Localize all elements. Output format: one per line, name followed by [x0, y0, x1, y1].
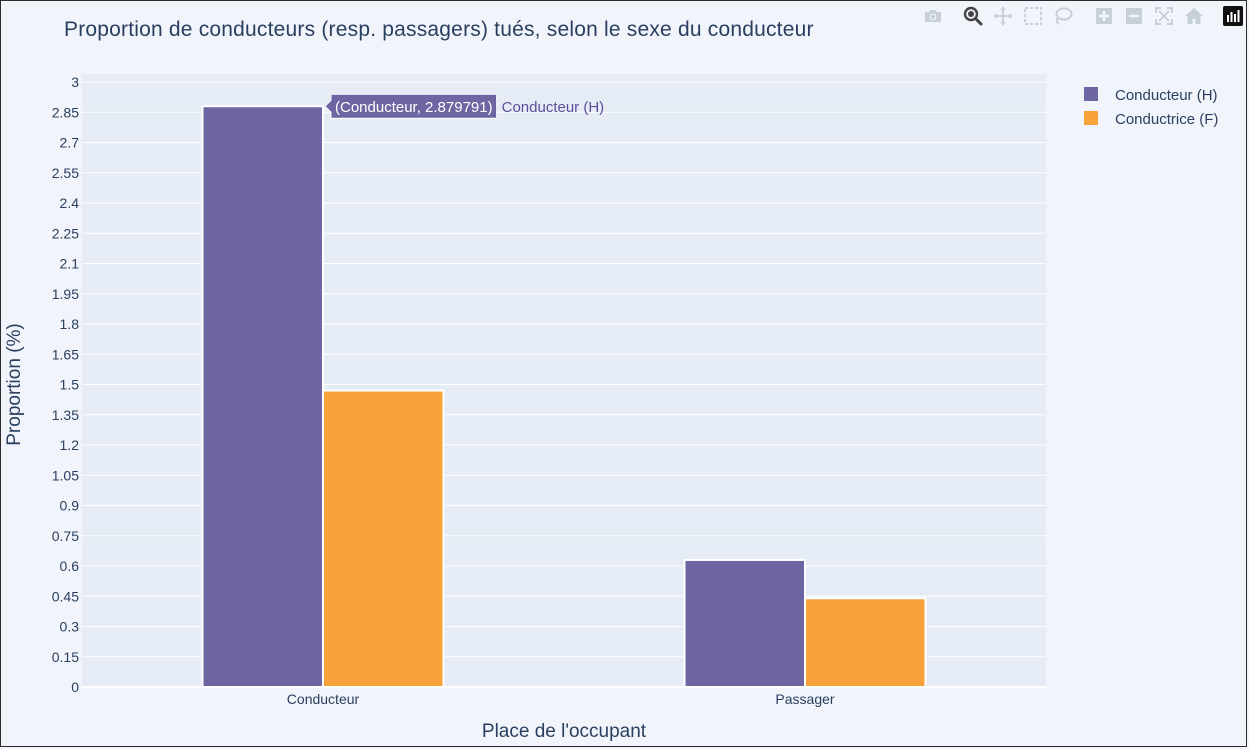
legend-label[interactable]: Conductrice (F): [1115, 111, 1218, 128]
box-select-icon: [1024, 7, 1042, 25]
camera-icon: [925, 10, 941, 22]
legend: Conducteur (H) Conductrice (F): [1084, 87, 1218, 128]
x-tick-label: Passager: [775, 691, 834, 707]
zoom-in-icon: [1096, 8, 1112, 24]
x-axis-ticks: Conducteur Passager: [287, 691, 835, 707]
hover-box: [324, 93, 498, 119]
bar-0-0[interactable]: [201, 105, 324, 689]
y-tick-label: 1.05: [52, 467, 79, 483]
legend-label[interactable]: Conducteur (H): [1115, 87, 1218, 104]
y-tick-label: 1.8: [60, 316, 80, 332]
y-tick-label: 1.35: [52, 407, 79, 423]
y-tick-label: 1.95: [52, 286, 79, 302]
zoom-icon: [963, 6, 983, 26]
hover-value: (Conducteur, 2.879791): [335, 99, 493, 116]
zoom-button[interactable]: [962, 6, 984, 26]
y-tick-label: 1.2: [60, 437, 80, 453]
plotly-logo-button[interactable]: [1222, 6, 1244, 26]
lasso-select-icon: [1055, 7, 1073, 25]
y-axis-title: Proportion (%): [4, 323, 25, 446]
reset-axes-button[interactable]: [1183, 6, 1205, 26]
reset-axes-icon: [1185, 8, 1203, 24]
zoom-in-button[interactable]: [1093, 6, 1115, 26]
y-tick-label: 2.85: [52, 104, 79, 120]
y-tick-label: 2.55: [52, 165, 79, 181]
y-tick-label: 0: [71, 679, 79, 695]
autoscale-icon: [1155, 7, 1173, 25]
y-tick-label: 1.65: [52, 346, 79, 362]
chart-title: Proportion de conducteurs (resp. passage…: [64, 18, 814, 41]
y-tick-label: 2.4: [60, 195, 80, 211]
y-tick-label: 2.25: [52, 225, 79, 241]
y-tick-label: 0.45: [52, 588, 79, 604]
autoscale-button[interactable]: [1153, 6, 1175, 26]
y-tick-label: 0.9: [60, 498, 80, 514]
y-tick-label: 0.75: [52, 528, 79, 544]
y-tick-label: 3: [71, 74, 79, 90]
bar-1-1[interactable]: [804, 597, 927, 688]
y-tick-label: 0.6: [60, 558, 80, 574]
box-select-button[interactable]: [1022, 6, 1044, 26]
legend-swatch[interactable]: [1084, 111, 1098, 125]
y-tick-label: 2.7: [60, 135, 80, 151]
camera-button[interactable]: [922, 6, 944, 26]
y-tick-label: 1.5: [60, 377, 80, 393]
bar-0-1[interactable]: [683, 558, 806, 689]
bars: [201, 105, 927, 689]
lasso-select-button[interactable]: [1052, 6, 1074, 26]
zoom-out-icon: [1126, 8, 1142, 24]
legend-swatch[interactable]: [1084, 87, 1098, 101]
y-tick-label: 2.1: [60, 256, 80, 272]
x-tick-label: Conducteur: [287, 691, 360, 707]
x-axis-title: Place de l'occupant: [482, 721, 647, 742]
pan-icon: [994, 7, 1012, 25]
y-axis-ticks: 0 0.15 0.3 0.45 0.6 0.75 0.9 1.05 1.2 1.35 1.5 1.65…: [52, 74, 79, 695]
hover-tooltip: (Conducteur, 2.879791) Conducteur (H): [324, 93, 605, 119]
zoom-out-button[interactable]: [1123, 6, 1145, 26]
y-tick-label: 0.3: [60, 619, 80, 635]
bar-1-0[interactable]: [322, 389, 445, 688]
pan-button[interactable]: [992, 6, 1014, 26]
plotly-logo-icon: [1223, 6, 1243, 26]
y-tick-label: 0.15: [52, 649, 79, 665]
hover-series-name: Conducteur (H): [502, 99, 605, 116]
